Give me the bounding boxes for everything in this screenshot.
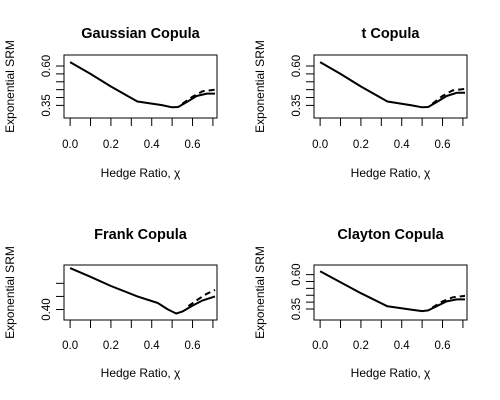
chart-title: Gaussian Copula (81, 26, 200, 42)
y-axis-label: Exponential SRM (3, 246, 17, 339)
x-axis-label: Hedge Ratio, χ (101, 166, 181, 180)
x-tick-label: 0.2 (103, 139, 119, 151)
x-tick-label: 0.2 (353, 340, 369, 352)
y-tick-label: 0.60 (41, 55, 53, 77)
chart-panel: t Copula 0.0 0.2 0.4 0.6 0.35 0.60 Hedge Ratio,… (253, 26, 467, 180)
x-tick-label: 0.4 (394, 340, 411, 352)
plot-frame (64, 55, 217, 118)
y-tick-label: 0.60 (291, 263, 303, 285)
x-tick-label: 0.0 (62, 340, 78, 352)
plot-frame (64, 265, 217, 320)
plot-frame (314, 55, 467, 118)
x-tick-label: 0.6 (435, 340, 451, 352)
x-axis-label: Hedge Ratio, χ (101, 366, 181, 380)
x-tick-label: 0.0 (312, 139, 328, 151)
x-tick-label: 0.4 (144, 139, 161, 151)
solid-series-line (70, 268, 215, 313)
x-tick-label: 0.4 (144, 340, 161, 352)
y-tick-label: 0.40 (41, 298, 53, 320)
x-tick-label: 0.2 (353, 139, 369, 151)
x-axis-label: Hedge Ratio, χ (351, 166, 431, 180)
y-tick-label: 0.60 (291, 55, 303, 77)
x-tick-label: 0.2 (103, 340, 119, 352)
y-tick-label: 0.35 (41, 94, 53, 116)
y-axis-label: Exponential SRM (3, 40, 17, 133)
solid-series-line (70, 62, 215, 107)
x-tick-label: 0.6 (185, 340, 201, 352)
chart-panel: Frank Copula 0.0 0.2 0.4 0.6 0.40 Hedge Ratio,… (3, 227, 217, 380)
x-axis-label: Hedge Ratio, χ (351, 366, 431, 380)
plot-frame (314, 265, 467, 320)
x-tick-label: 0.4 (394, 139, 411, 151)
chart-title: Frank Copula (94, 227, 188, 243)
x-tick-label: 0.0 (312, 340, 328, 352)
x-tick-label: 0.6 (185, 139, 201, 151)
y-axis-label: Exponential SRM (253, 40, 267, 133)
solid-series-line (320, 271, 465, 311)
y-tick-label: 0.35 (291, 298, 303, 320)
chart-panel: Clayton Copula 0.0 0.2 0.4 0.6 0.35 0.60 Hedge … (253, 227, 467, 380)
chart-panel: Gaussian Copula 0.0 0.2 0.4 0.6 0.35 0.60 Hedge… (3, 26, 217, 180)
solid-series-line (320, 62, 465, 107)
x-tick-label: 0.0 (62, 139, 78, 151)
x-tick-label: 0.6 (435, 139, 451, 151)
chart-title: t Copula (362, 26, 421, 42)
y-tick-label: 0.35 (291, 94, 303, 116)
chart-title: Clayton Copula (337, 227, 444, 243)
y-axis-label: Exponential SRM (253, 246, 267, 339)
